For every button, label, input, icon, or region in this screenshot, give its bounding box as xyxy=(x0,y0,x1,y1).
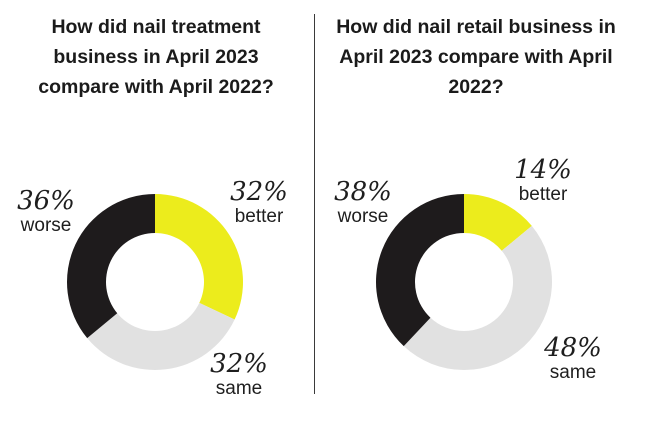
category-label-better: better xyxy=(518,184,568,205)
category-label-same: same xyxy=(549,362,597,383)
value-label-same: 32% xyxy=(210,349,268,379)
donut-chart xyxy=(66,194,243,371)
donut-segment-same xyxy=(87,302,235,371)
chart-title: How did nail retail business in April 20… xyxy=(336,16,616,98)
value-label-worse: 38% xyxy=(334,177,392,207)
label-worse: 38% worse xyxy=(318,178,408,228)
donut-segment-worse xyxy=(66,194,155,339)
category-label-worse: worse xyxy=(337,206,389,227)
donut-segment-same xyxy=(403,225,552,370)
label-same: 32% same xyxy=(194,350,284,400)
value-label-worse: 36% xyxy=(17,186,75,216)
chart-nail-retail: How did nail retail business in April 20… xyxy=(320,0,630,430)
label-same: 48% same xyxy=(528,334,618,384)
value-label-better: 14% xyxy=(514,155,572,185)
label-better: 14% better xyxy=(498,156,588,206)
donut-segment-better xyxy=(155,194,243,320)
divider xyxy=(314,14,315,394)
category-label-worse: worse xyxy=(20,215,72,236)
chart-nail-treatment: How did nail treatment business in April… xyxy=(0,0,310,430)
donut-chart xyxy=(376,194,552,370)
label-better: 32% better xyxy=(214,178,304,228)
category-label-same: same xyxy=(215,378,263,399)
donut-segment-worse xyxy=(376,194,464,347)
value-label-same: 48% xyxy=(544,333,602,363)
chart-title: How did nail treatment business in April… xyxy=(38,16,274,98)
category-label-better: better xyxy=(234,206,284,227)
donut-segment-better xyxy=(464,194,532,251)
label-worse: 36% worse xyxy=(2,187,90,237)
value-label-better: 32% xyxy=(230,177,288,207)
